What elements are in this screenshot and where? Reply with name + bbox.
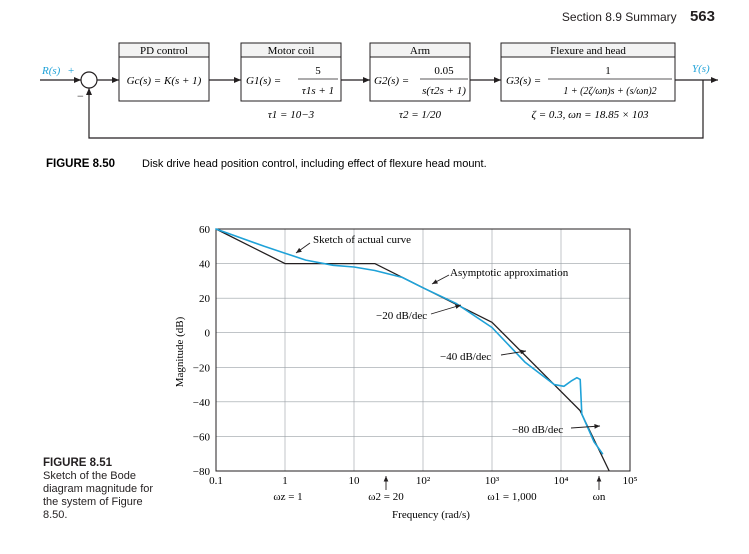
block-motor-coil: Motor coil G1(s) = 5 τ1s + 1 (240, 42, 342, 102)
annotation-arrowhead (455, 304, 461, 309)
block-num: 0.05 (434, 65, 454, 77)
y-axis-label: Magnitude (dB) (174, 316, 186, 387)
chart-grid (216, 229, 630, 471)
figure-851-caption: Sketch of the Bode diagram magnitude for… (43, 470, 154, 521)
annotation-arrowhead (594, 424, 600, 429)
x-tick-label: 0.1 (209, 475, 223, 487)
input-label: R(s) (41, 65, 61, 77)
block-lhs: G3(s) = (506, 75, 541, 87)
page-header: Section 8.9 Summary 563 (562, 8, 715, 25)
figure-851-label: FIGURE 8.51 (43, 457, 113, 469)
annotation-asymptotic: Asymptotic approximation (450, 267, 569, 279)
block-flexure-head: Flexure and head G3(s) = 1 1 + (2ζ/ωn)s … (500, 42, 676, 102)
block-lhs: G1(s) = (246, 75, 281, 87)
y-tick-label: 0 (205, 328, 211, 340)
annotation-arrowhead (296, 247, 302, 253)
block-num: 1 (605, 65, 611, 77)
output-label: Y(s) (692, 63, 710, 75)
x-tick-label: 10⁵ (623, 475, 638, 487)
section-title: Section 8.9 Summary (561, 10, 677, 24)
y-tick-label: −20 (193, 362, 211, 374)
note-tau1: τ1 = 10−3 (268, 109, 315, 121)
y-tick-label: 60 (199, 224, 211, 236)
block-expr: Gc(s) = K(s + 1) (127, 75, 202, 87)
block-den: s(τ2s + 1) (422, 85, 466, 97)
x-tick-label: 10⁴ (554, 475, 569, 487)
page-number: 563 (689, 8, 715, 25)
figure-850-caption: Disk drive head position control, includ… (142, 158, 487, 170)
block-den: 1 + (2ζ/ωn)s + (s/ωn)2 (563, 86, 656, 97)
freq-label-w1: ω1 = 1,000 (487, 491, 537, 503)
y-tick-label: −60 (193, 431, 211, 443)
y-tick-label: −40 (193, 397, 211, 409)
plus-sign: + (68, 65, 74, 77)
annotation-minus40: −40 dB/dec (440, 351, 491, 363)
x-tick-label: 1 (282, 475, 288, 487)
annotation-minus80: −80 dB/dec (512, 424, 563, 436)
block-title: Flexure and head (550, 45, 626, 57)
figure-850-label: FIGURE 8.50 (46, 158, 115, 170)
freq-label-w2: ω2 = 20 (368, 491, 404, 503)
block-title: PD control (140, 45, 188, 57)
series-actual-curve (215, 228, 604, 455)
y-tick-label: 20 (199, 293, 211, 305)
block-den: τ1s + 1 (302, 85, 334, 97)
annotation-actual-curve: Sketch of actual curve (313, 234, 411, 246)
annotation-arrowhead (432, 279, 438, 284)
figure-851-caption-block: FIGURE 8.51 Sketch of the Bode diagram m… (43, 457, 163, 522)
annotation-arrowhead (596, 476, 602, 482)
freq-label-wn: ωn (593, 491, 606, 503)
block-pd-control: PD control Gc(s) = K(s + 1) (118, 42, 210, 102)
block-title: Arm (410, 45, 431, 57)
y-tick-label: −80 (193, 466, 211, 478)
note-tau2: τ2 = 1/20 (399, 109, 441, 121)
block-num: 5 (315, 65, 321, 77)
feedback-path (86, 80, 704, 139)
annotation-arrowhead (383, 476, 389, 482)
minus-sign: − (77, 89, 84, 103)
annotation-arrowhead (520, 349, 526, 355)
block-lhs: G2(s) = (374, 75, 409, 87)
freq-label-wz: ωz = 1 (273, 491, 302, 503)
x-axis-label: Frequency (rad/s) (392, 509, 470, 521)
plot-frame (215, 228, 631, 472)
y-tick-label: 40 (199, 259, 211, 271)
x-tick-label: 10² (416, 475, 431, 487)
note-zeta-wn: ζ = 0.3, ωn = 18.85 × 103 (532, 109, 649, 121)
x-tick-label: 10³ (485, 475, 500, 487)
annotation-minus20: −20 dB/dec (376, 310, 427, 322)
block-title: Motor coil (268, 45, 315, 57)
x-tick-label: 10 (349, 475, 361, 487)
block-arm: Arm G2(s) = 0.05 s(τ2s + 1) (369, 42, 471, 102)
